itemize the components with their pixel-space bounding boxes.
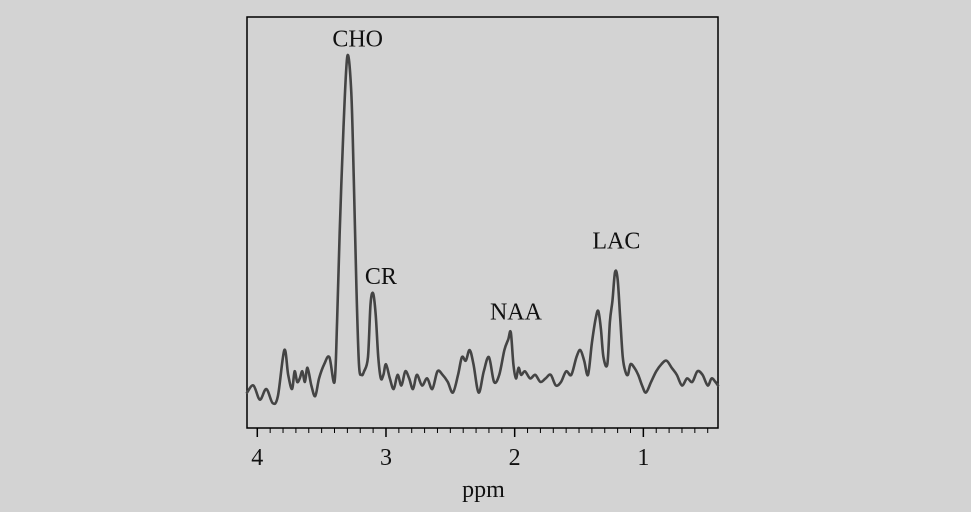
x-axis-ticks: 4 3 2 1 [251, 428, 709, 471]
x-tick-label: 4 [251, 445, 263, 471]
x-axis-label: ppm [462, 477, 505, 503]
x-tick-label: 3 [380, 445, 392, 471]
plot-frame [246, 16, 719, 429]
x-tick-label: 2 [509, 445, 521, 471]
peak-label-cr: CR [365, 264, 397, 290]
spectrum-line [245, 53, 720, 406]
peak-label-lac: LAC [592, 228, 640, 254]
peak-labels: CHO CR NAA LAC [332, 26, 640, 325]
x-tick-label: 1 [637, 445, 649, 471]
peak-label-naa: NAA [490, 299, 543, 325]
peak-label-cho: CHO [332, 26, 383, 52]
